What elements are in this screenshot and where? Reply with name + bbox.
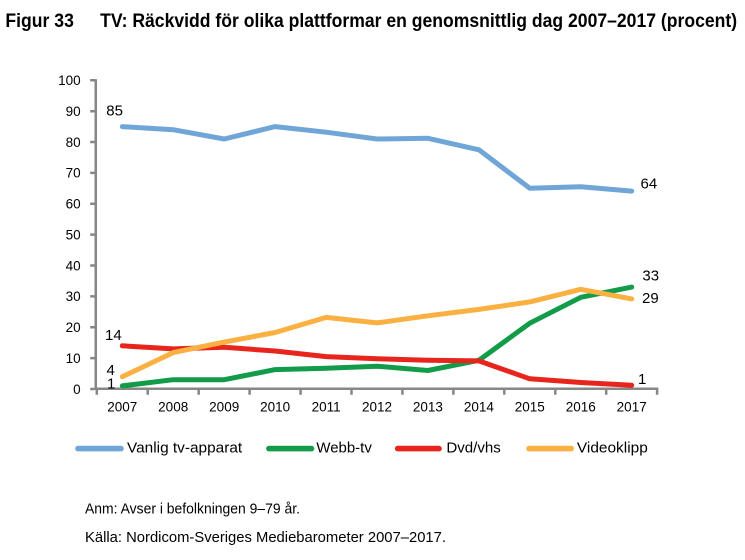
svg-text:20: 20 (66, 320, 81, 335)
svg-text:70: 70 (66, 166, 81, 181)
svg-text:10: 10 (66, 351, 81, 366)
svg-text:2017: 2017 (617, 400, 647, 415)
svg-text:2011: 2011 (312, 400, 341, 415)
svg-text:60: 60 (66, 197, 81, 212)
svg-text:2015: 2015 (515, 400, 545, 415)
svg-text:1: 1 (638, 371, 646, 388)
svg-text:90: 90 (66, 104, 81, 119)
svg-text:64: 64 (641, 175, 658, 192)
svg-text:2016: 2016 (566, 400, 596, 415)
svg-text:0: 0 (73, 382, 81, 397)
svg-text:2012: 2012 (362, 400, 392, 415)
svg-text:TV: Räckvidd för olika plattfo: TV: Räckvidd för olika plattformar en ge… (100, 10, 737, 32)
svg-text:80: 80 (66, 135, 81, 150)
svg-text:Anm: Avser i befolkningen 9–79: Anm: Avser i befolkningen 9–79 år. (85, 500, 300, 517)
svg-text:Videoklipp: Videoklipp (577, 440, 648, 457)
svg-text:Vanlig tv-apparat: Vanlig tv-apparat (127, 440, 243, 457)
svg-text:30: 30 (66, 289, 81, 304)
svg-text:Webb-tv: Webb-tv (316, 440, 372, 457)
svg-text:100: 100 (58, 73, 81, 88)
svg-text:50: 50 (66, 227, 81, 242)
svg-text:4: 4 (107, 362, 115, 379)
svg-text:29: 29 (642, 290, 659, 307)
svg-text:14: 14 (105, 327, 122, 344)
svg-text:2013: 2013 (413, 400, 443, 415)
svg-text:40: 40 (66, 258, 81, 273)
svg-text:2014: 2014 (464, 400, 495, 415)
svg-text:2007: 2007 (107, 400, 137, 415)
svg-text:33: 33 (642, 267, 659, 284)
svg-text:1: 1 (107, 375, 115, 392)
svg-text:2009: 2009 (209, 400, 239, 415)
svg-text:Dvd/vhs: Dvd/vhs (446, 440, 500, 457)
svg-text:Figur 33: Figur 33 (5, 10, 74, 32)
svg-text:2008: 2008 (158, 400, 188, 415)
svg-text:85: 85 (106, 103, 123, 120)
svg-text:2010: 2010 (260, 400, 290, 415)
svg-text:Källa: Nordicom-Sveriges Medie: Källa: Nordicom-Sveriges Mediebarometer … (85, 529, 446, 546)
